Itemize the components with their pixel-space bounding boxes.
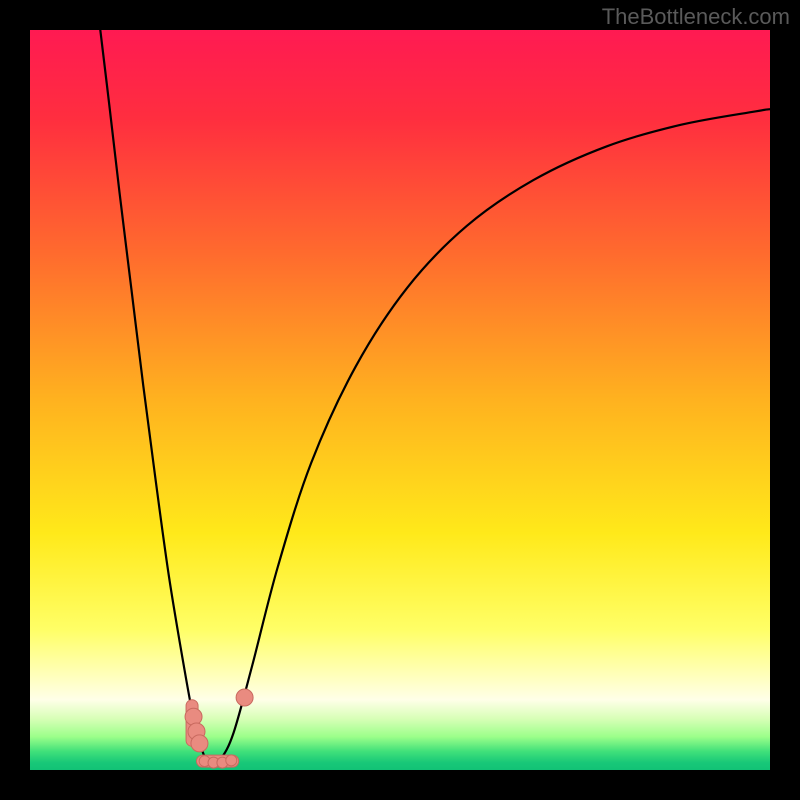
watermark-text: TheBottleneck.com <box>602 4 790 30</box>
marker-dot <box>236 689 253 706</box>
curve-layer <box>30 30 770 770</box>
marker-dot <box>226 755 237 766</box>
marker-dot <box>191 735 208 752</box>
marker-cluster <box>185 689 253 768</box>
figure-root: TheBottleneck.com <box>0 0 800 800</box>
curve-right-branch <box>211 109 770 765</box>
marker-dot <box>185 708 202 725</box>
plot-area <box>30 30 770 770</box>
curve-left-branch <box>100 30 211 766</box>
